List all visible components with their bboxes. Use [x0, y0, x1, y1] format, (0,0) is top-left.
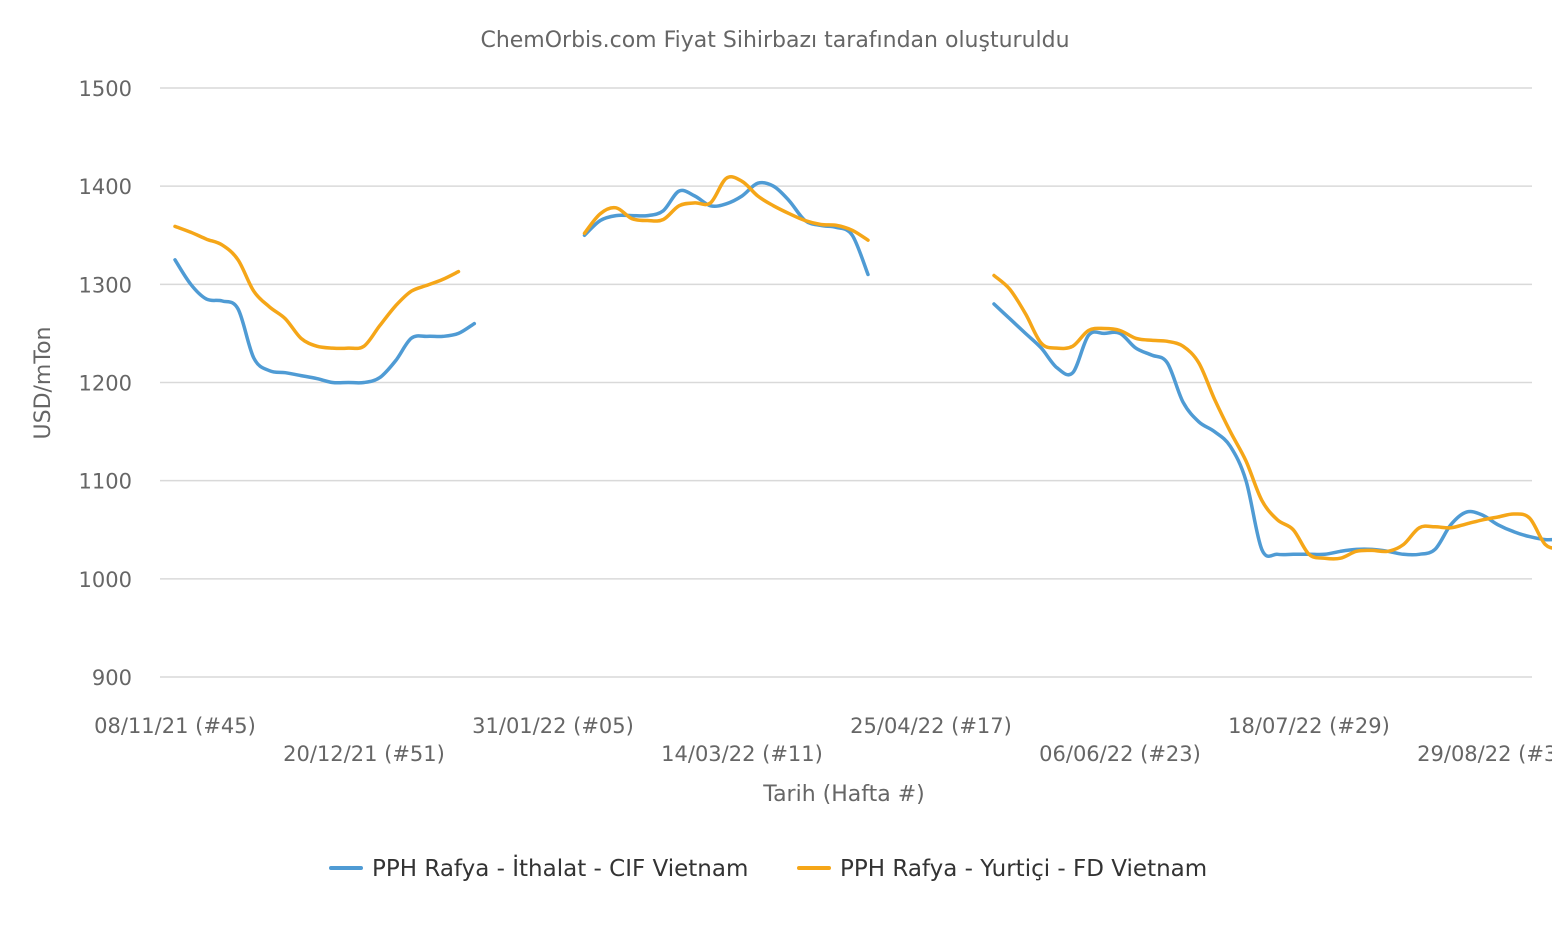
- legend-item[interactable]: PPH Rafya - İthalat - CIF Vietnam: [329, 854, 748, 882]
- series-line-segment: [992, 273, 1552, 561]
- x-tick-label: 06/06/22 (#23): [1039, 742, 1201, 766]
- series-2: [173, 175, 1552, 561]
- y-tick-label: 1200: [79, 372, 132, 396]
- legend-item[interactable]: PPH Rafya - Yurtiçi - FD Vietnam: [797, 856, 1207, 882]
- series-1: [173, 180, 1552, 558]
- series-line-segment: [992, 302, 1552, 558]
- x-axis-ticks: 08/11/21 (#45) 20/12/21 (#51) 31/01/22 (#0…: [94, 714, 1552, 766]
- y-tick-label: 1400: [79, 175, 132, 199]
- x-axis-title: Tarih (Hafta #): [762, 782, 924, 807]
- x-tick-label: 08/11/21 (#45): [94, 714, 256, 738]
- y-axis-title: USD/mTon: [31, 327, 56, 440]
- gridlines: [160, 87, 1532, 678]
- series-line-segment: [582, 175, 870, 242]
- x-tick-label: 14/03/22 (#11): [661, 742, 823, 766]
- legend-label: PPH Rafya - İthalat - CIF Vietnam: [372, 854, 748, 882]
- y-tick-label: 1000: [79, 568, 132, 592]
- series-line-segment: [582, 180, 870, 277]
- y-axis-ticks: 900 1000 1100 1200 1300 1400 1500: [79, 77, 132, 690]
- x-tick-label: 31/01/22 (#05): [472, 714, 634, 738]
- legend-label: PPH Rafya - Yurtiçi - FD Vietnam: [840, 856, 1207, 882]
- legend: PPH Rafya - İthalat - CIF Vietnam PPH Raf…: [329, 854, 1207, 882]
- series-line-segment: [173, 224, 461, 351]
- x-tick-label: 18/07/22 (#29): [1228, 714, 1390, 738]
- series-lines: [173, 175, 1552, 561]
- y-tick-label: 1500: [79, 77, 132, 101]
- x-tick-label: 29/08/22 (#35): [1417, 742, 1552, 766]
- y-tick-label: 1300: [79, 273, 132, 297]
- x-tick-label: 20/12/21 (#51): [283, 742, 445, 766]
- series-line-segment: [173, 258, 477, 385]
- y-tick-label: 900: [92, 666, 132, 690]
- y-tick-label: 1100: [79, 470, 132, 494]
- x-tick-label: 25/04/22 (#17): [850, 714, 1012, 738]
- chart-title: ChemOrbis.com Fiyat Sihirbazı tarafından…: [480, 28, 1069, 53]
